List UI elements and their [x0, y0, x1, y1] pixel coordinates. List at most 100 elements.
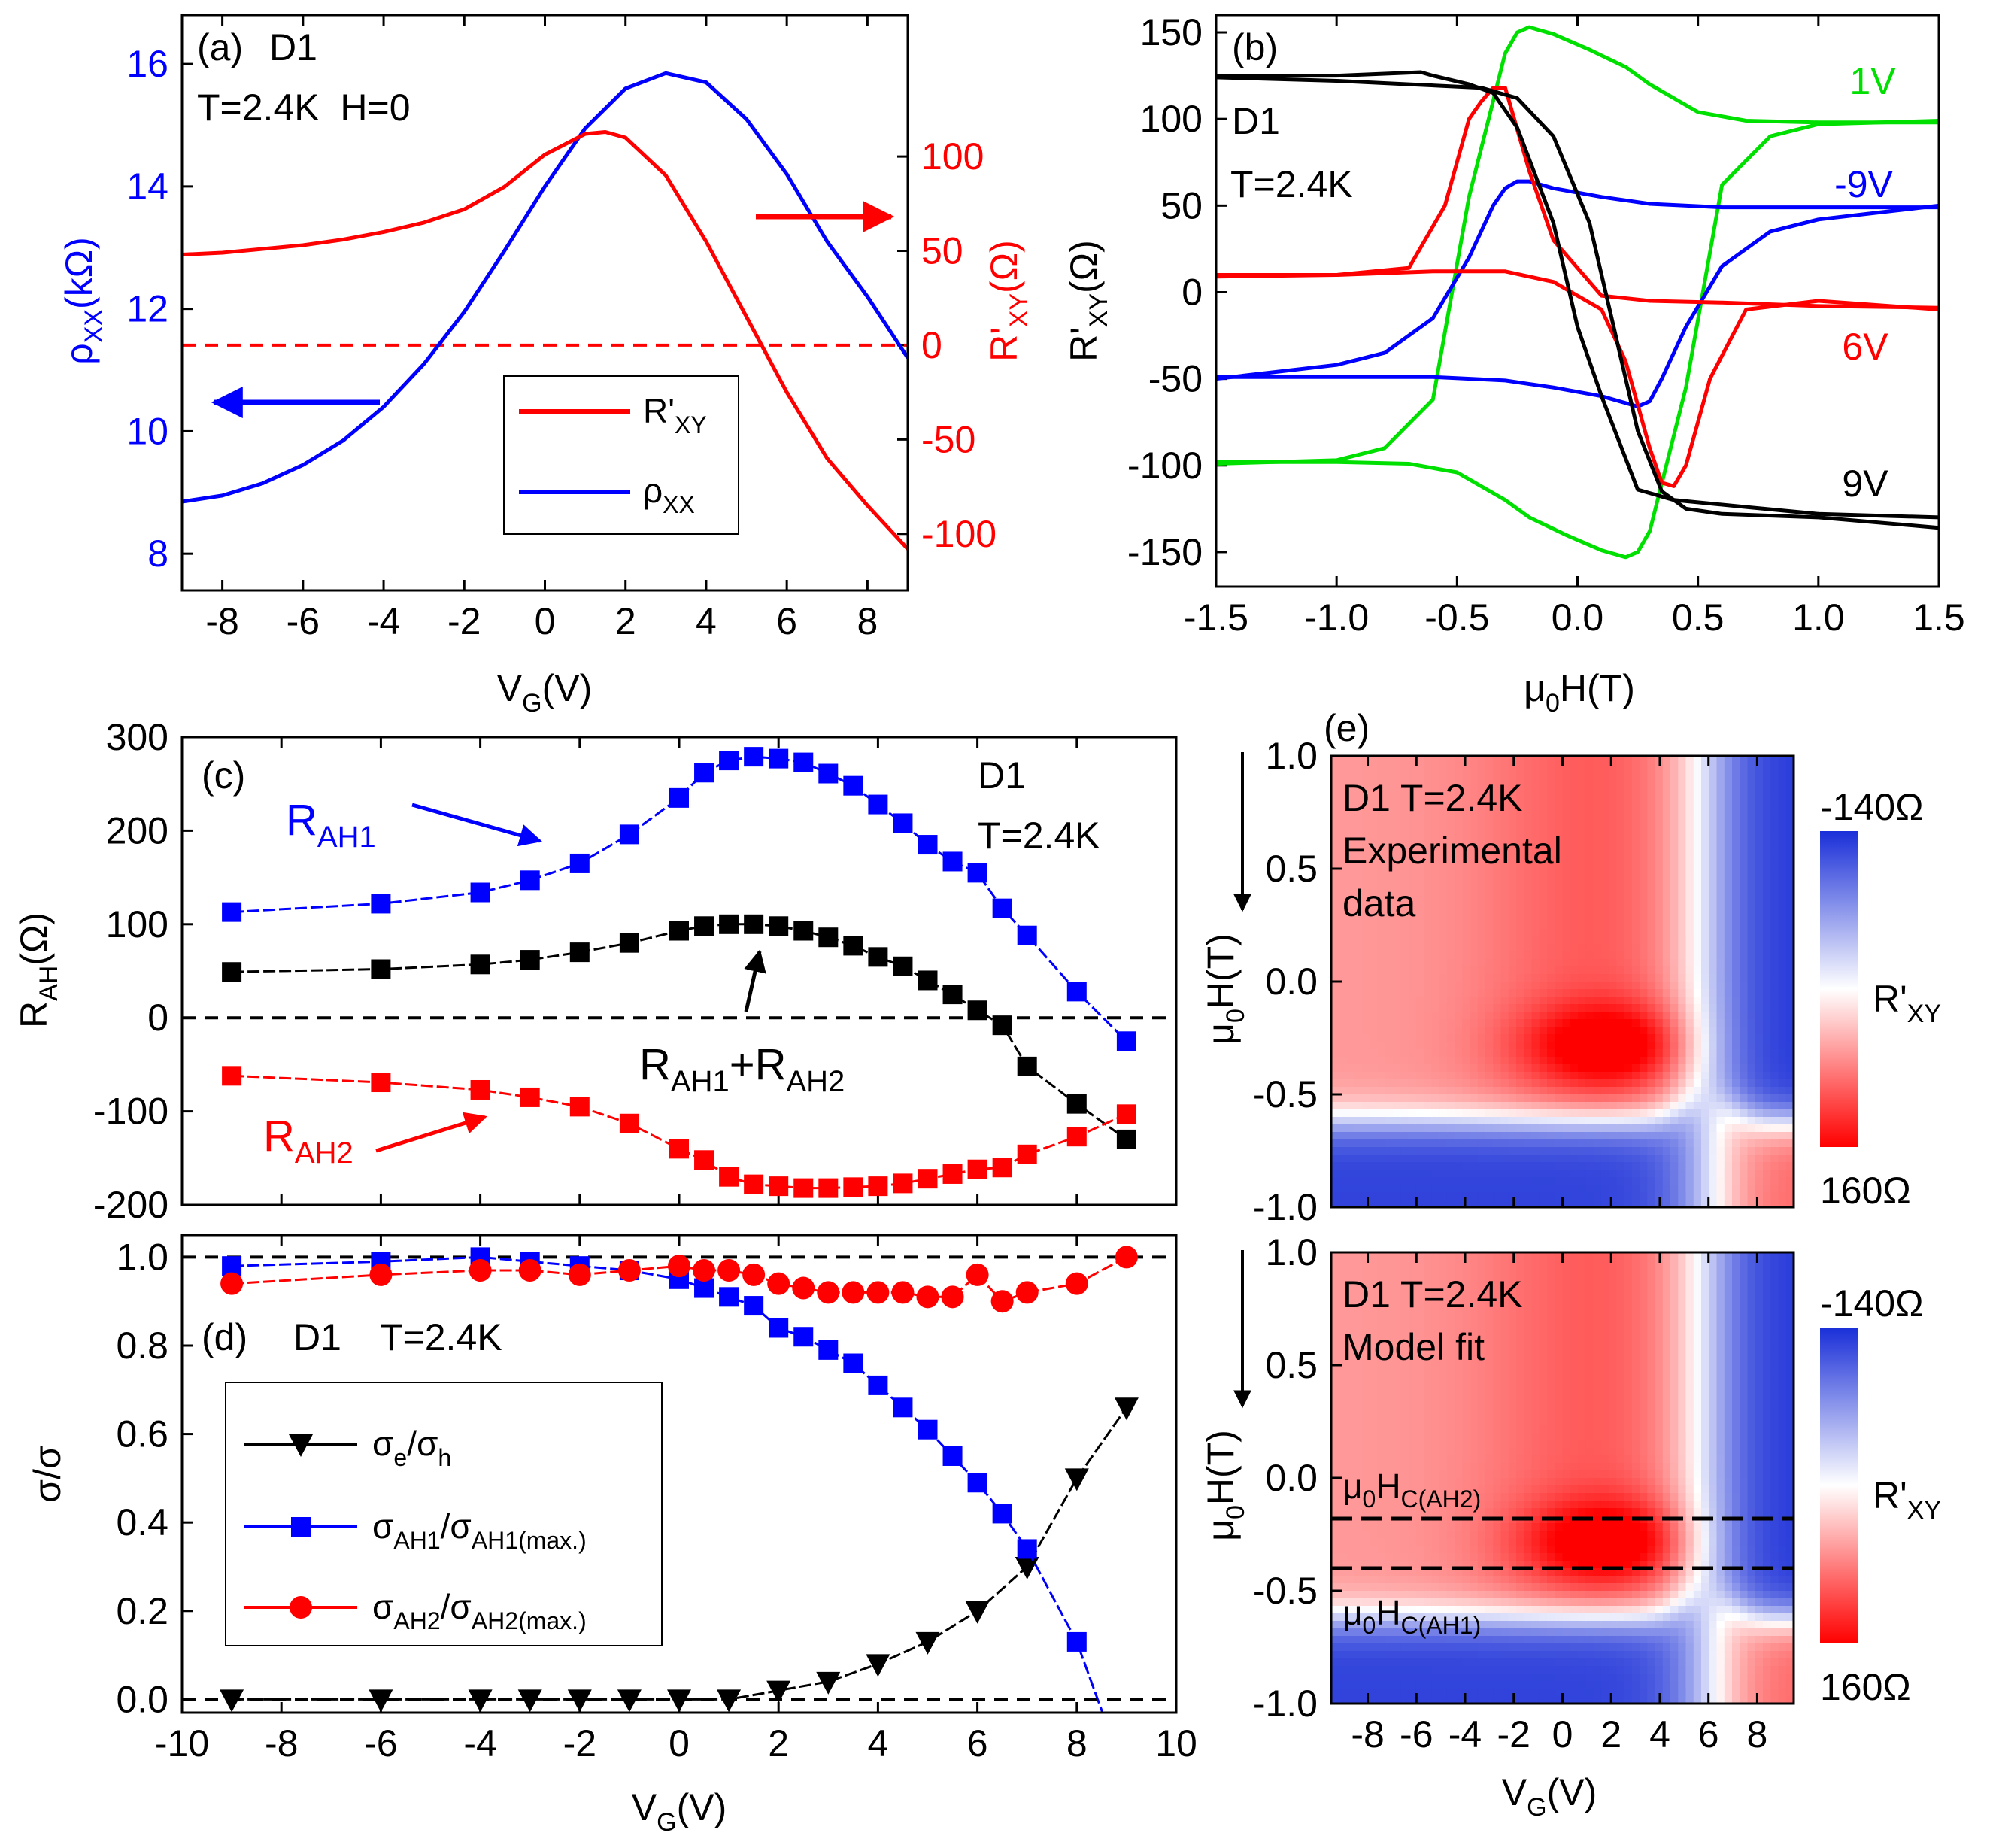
heatmap-cell — [1539, 1162, 1548, 1170]
heatmap-cell — [1732, 959, 1740, 967]
heatmap-cell — [1439, 1064, 1448, 1073]
heatmap-cell — [1531, 1102, 1540, 1110]
heatmap-cell — [1346, 1177, 1355, 1185]
heatmap-cell — [1346, 1019, 1355, 1027]
heatmap-cell — [1685, 1042, 1694, 1050]
heatmap-cell — [1331, 959, 1339, 967]
heatmap-cell — [1370, 846, 1379, 854]
heatmap-cell — [1562, 1109, 1571, 1118]
heatmap-cell — [1616, 756, 1625, 764]
heatmap-cell — [1339, 1312, 1348, 1321]
heatmap-cell — [1370, 816, 1379, 824]
heatmap-cell — [1477, 959, 1486, 967]
heatmap-cell — [1516, 846, 1524, 854]
heatmap-cell — [1431, 1170, 1440, 1178]
heatmap-cell — [1446, 1102, 1455, 1110]
heatmap-cell — [1385, 1538, 1394, 1546]
heatmap-cell — [1377, 1004, 1386, 1012]
heatmap-cell — [1331, 824, 1339, 832]
heatmap-cell — [1555, 951, 1564, 960]
heatmap-cell — [1740, 1094, 1749, 1103]
heatmap-cell — [1339, 1185, 1348, 1193]
heatmap-cell — [1640, 989, 1648, 997]
heatmap-cell — [1408, 1388, 1417, 1396]
heatmap-cell — [1362, 854, 1370, 862]
heatmap-cell — [1385, 884, 1394, 892]
heatmap-cell — [1439, 1320, 1448, 1328]
heatmap-cell — [1408, 1350, 1417, 1358]
heatmap-cell — [1377, 1072, 1386, 1080]
heatmap-cell — [1431, 1042, 1440, 1050]
heatmap-cell — [1331, 1252, 1339, 1261]
heatmap-cell — [1724, 1094, 1733, 1103]
heatmap-cell — [1446, 959, 1455, 967]
heatmap-cell — [1647, 1079, 1656, 1088]
heatmap-cell — [1439, 1019, 1448, 1027]
heatmap-cell — [1339, 1561, 1348, 1569]
heatmap-cell — [1609, 1117, 1617, 1125]
heatmap-cell — [1408, 756, 1417, 764]
heatmap-cell — [1516, 1094, 1524, 1103]
heatmap-cell — [1616, 1139, 1625, 1148]
heatmap-cell — [1377, 1621, 1386, 1629]
heatmap-cell — [1424, 786, 1432, 794]
heatmap-cell — [1385, 786, 1394, 794]
heatmap-cell — [1770, 1034, 1779, 1042]
data-point — [619, 933, 639, 953]
heatmap-cell — [1547, 1042, 1555, 1050]
heatmap-cell — [1431, 1109, 1440, 1118]
heatmap-cell — [1446, 914, 1455, 922]
heatmap-cell — [1385, 1170, 1394, 1178]
data-point — [1017, 1539, 1037, 1559]
heatmap-cell — [1778, 778, 1787, 787]
heatmap-cell — [1670, 884, 1679, 892]
heatmap-cell — [1524, 1117, 1533, 1125]
heatmap-cell — [1755, 869, 1764, 877]
heatmap-cell — [1385, 1087, 1394, 1095]
heatmap-cell — [1385, 1606, 1394, 1614]
heatmap-cell — [1400, 1395, 1409, 1403]
heatmap-cell — [1470, 982, 1479, 990]
heatmap-cell — [1732, 891, 1740, 900]
heatmap-cell — [1562, 831, 1571, 839]
heatmap-cell — [1362, 1365, 1370, 1373]
heatmap-cell — [1346, 1072, 1355, 1080]
data-point — [842, 1281, 865, 1304]
heatmap-cell — [1716, 786, 1725, 794]
heatmap-cell — [1516, 1200, 1524, 1208]
heatmap-cell — [1732, 801, 1740, 809]
heatmap-cell — [1377, 778, 1386, 787]
heatmap-cell — [1562, 861, 1571, 869]
heatmap-cell — [1455, 929, 1463, 937]
heatmap-cell — [1531, 801, 1540, 809]
heatmap-cell — [1747, 1027, 1756, 1035]
heatmap-cell — [1578, 1200, 1586, 1208]
heatmap-cell — [1747, 778, 1756, 787]
heatmap-cell — [1631, 944, 1640, 952]
heatmap-cell — [1446, 1628, 1455, 1637]
heatmap-cell — [1346, 966, 1355, 975]
heatmap-cell — [1331, 1689, 1339, 1697]
heatmap-cell — [1354, 786, 1363, 794]
heatmap-cell — [1370, 1440, 1379, 1449]
heatmap-cell — [1709, 809, 1718, 817]
heatmap-cell — [1493, 914, 1502, 922]
heatmap-cell — [1339, 1260, 1348, 1268]
heatmap-cell — [1393, 1200, 1401, 1208]
y-tick-label: 0 — [921, 324, 942, 366]
heatmap-cell — [1763, 1057, 1771, 1065]
heatmap-cell — [1431, 1267, 1440, 1276]
heatmap-cell — [1693, 809, 1702, 817]
heatmap-cell — [1539, 1170, 1548, 1178]
heatmap-cell — [1455, 1132, 1463, 1140]
heatmap-cell — [1470, 884, 1479, 892]
heatmap-cell — [1539, 1034, 1548, 1042]
heatmap-cell — [1377, 1643, 1386, 1652]
heatmap-cell — [1477, 974, 1486, 982]
heatmap-cell — [1570, 1064, 1579, 1073]
heatmap-cell — [1547, 1200, 1555, 1208]
heatmap-cell — [1346, 831, 1355, 839]
heatmap-cell — [1585, 809, 1594, 817]
heatmap-cell — [1778, 1117, 1787, 1125]
heatmap-cell — [1439, 1109, 1448, 1118]
